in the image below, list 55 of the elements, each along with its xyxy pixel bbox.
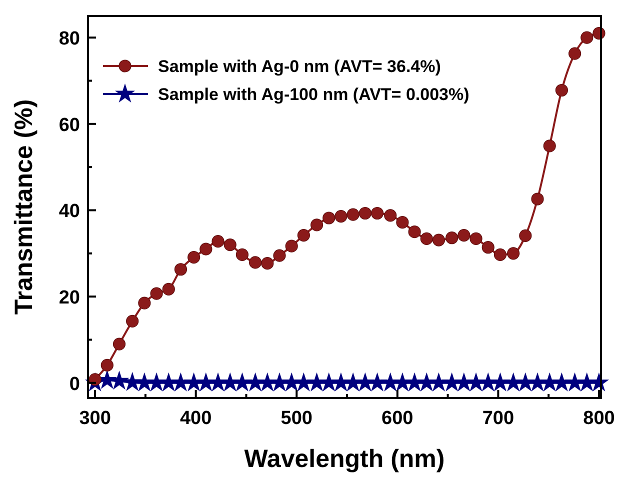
point [458,228,470,242]
point [420,232,433,246]
y-tick-label: 60 [58,114,80,136]
point [310,218,324,232]
point [346,208,360,221]
point [494,248,507,261]
point [543,140,556,152]
x-tick-label: 600 [382,408,414,429]
y-tick-label: 0 [69,374,80,395]
point [100,358,114,372]
point [482,241,494,254]
point [126,314,139,328]
point [334,210,348,223]
point [273,249,286,262]
point [224,238,236,252]
point [188,250,200,264]
point [384,209,397,222]
point [432,234,446,246]
x-tick-label: 300 [79,408,111,429]
point [322,212,336,224]
point [249,256,262,269]
x-tick-label: 800 [583,408,615,429]
point [261,257,274,270]
point [112,338,126,350]
point [370,206,384,220]
x-tick-label: 700 [482,408,514,429]
point [358,206,372,220]
legend-label: Sample with Ag-0 nm (AVT= 36.4%) [158,57,441,76]
point [150,287,163,300]
point [396,216,409,229]
point [297,228,310,242]
point [236,248,248,261]
y-axis-title: Transmittance (%) [10,99,38,315]
point [470,232,482,246]
y-tick-label: 80 [58,28,80,50]
x-tick-label: 500 [280,408,312,429]
point [568,47,582,60]
y-tick-label: 20 [58,288,80,309]
point [580,31,594,44]
point [174,263,188,276]
y-tick-label: 40 [58,201,80,222]
x-axis-title: Wavelength (nm) [244,445,445,473]
point [200,242,212,256]
legend-label: Sample with Ag-100 nm (AVT= 0.003%) [158,85,470,104]
point [519,229,532,242]
point [555,84,568,97]
point [162,282,175,296]
point [212,235,224,248]
point [446,232,458,244]
point [507,247,520,260]
x-tick-label: 400 [180,408,212,429]
point [408,226,421,238]
point [138,296,151,310]
point [531,192,544,206]
point [285,240,298,252]
